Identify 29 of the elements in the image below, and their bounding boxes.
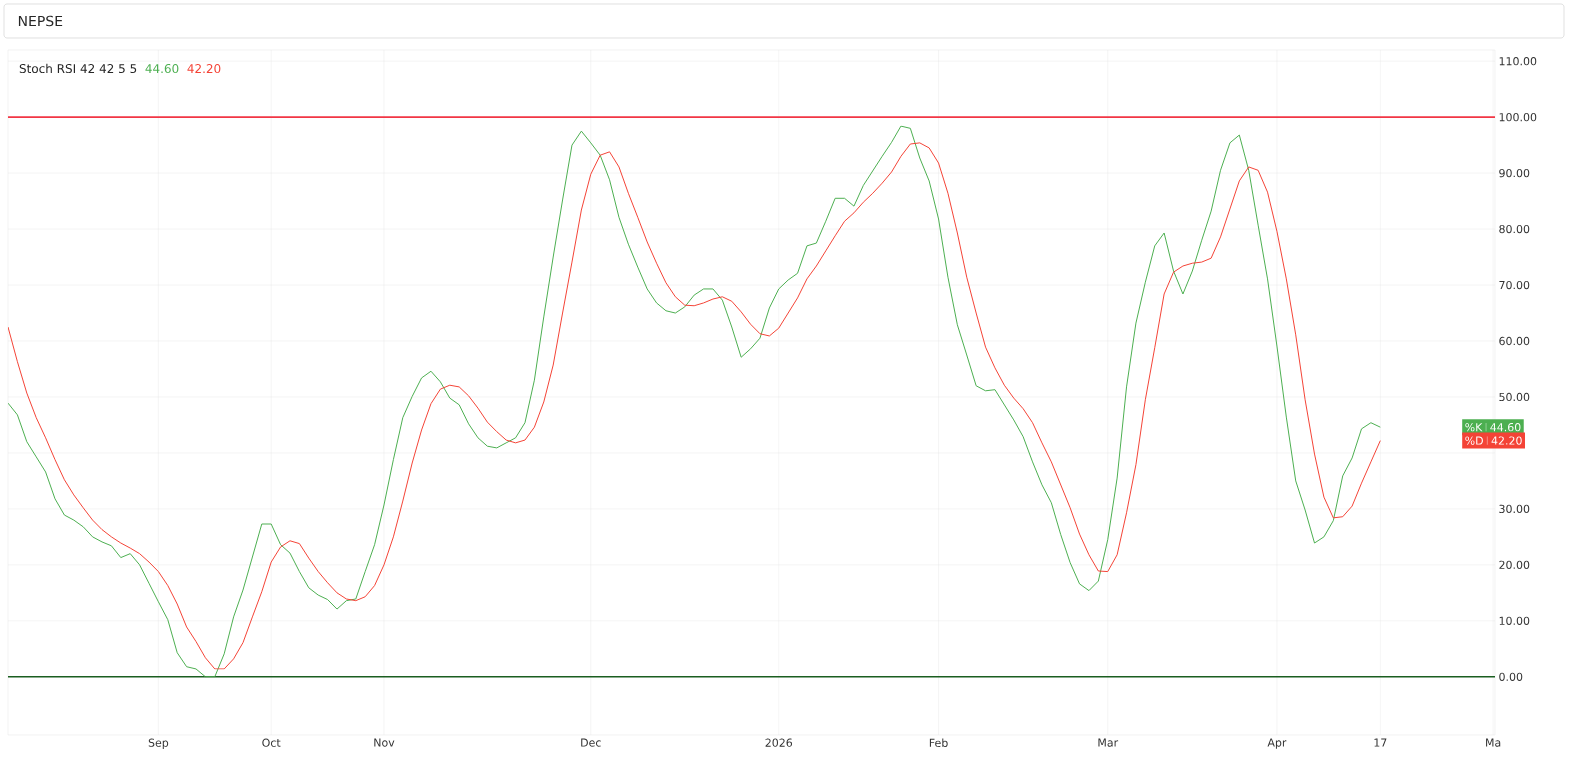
y-tick-label: 100.00: [1499, 112, 1537, 122]
annotation: 44.60: [145, 64, 179, 74]
annotation: 42.20: [187, 64, 221, 74]
x-tick-label: Apr: [1267, 738, 1287, 749]
y-tick-label: 70.00: [1499, 280, 1530, 290]
y-tick-label: 10.00: [1499, 616, 1530, 625]
x-tick-label: 2026: [765, 738, 793, 747]
x-tick-label: 17: [1374, 738, 1387, 747]
x-tick-label: Dec: [581, 738, 601, 747]
text: %D: [1465, 436, 1483, 445]
text: %K: [1465, 423, 1483, 432]
y-tick-label: 20.00: [1499, 560, 1530, 570]
text: 44.60: [1490, 423, 1521, 432]
y-tick-label: 80.00: [1499, 224, 1530, 234]
y-tick-label: 30.00: [1499, 504, 1530, 514]
y-tick-label: 110.00: [1499, 57, 1537, 66]
x-tick-label: Feb: [929, 738, 948, 748]
x-tick-label: Sep: [148, 738, 169, 749]
chart-title: NEPSE: [18, 15, 63, 27]
x-tick-label: Nov: [374, 738, 395, 747]
y-tick-label: 50.00: [1499, 392, 1530, 402]
x-tick-label: Oct: [262, 738, 281, 747]
y-tick-label: 90.00: [1499, 168, 1530, 178]
text: 42.20: [1491, 436, 1522, 445]
x-tick-label: Mar: [1098, 738, 1119, 747]
y-tick-label: 60.00: [1499, 336, 1530, 346]
x-tick-label: Ma: [1486, 738, 1501, 747]
annotation: Stoch RSI 42 42 5 5: [19, 63, 137, 74]
y-tick-label: 0.00: [1499, 672, 1523, 681]
